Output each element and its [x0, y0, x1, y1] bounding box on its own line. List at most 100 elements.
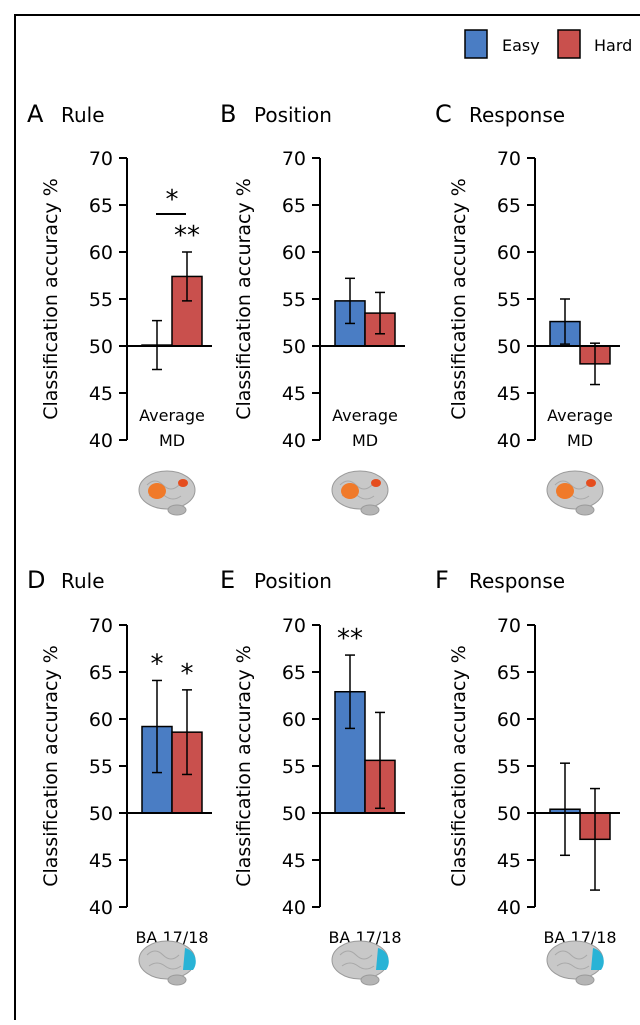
y-axis-label: Classification accuracy % [40, 645, 62, 887]
y-tick-label: 50 [89, 803, 113, 825]
y-tick-label: 40 [89, 430, 113, 452]
y-tick-label: 70 [282, 615, 306, 637]
y-tick-label: 40 [282, 430, 306, 452]
y-tick-label: 65 [89, 662, 113, 684]
y-tick-label: 50 [497, 336, 521, 358]
brain-stem [575, 504, 595, 516]
y-axis-label: Classification accuracy % [233, 178, 255, 420]
panel-title: Position [254, 103, 332, 127]
x-axis-label: BA 17/18 [328, 928, 401, 947]
y-tick-label: 65 [497, 195, 521, 217]
legend-label-easy: Easy [502, 36, 540, 55]
x-axis-label: MD [352, 431, 378, 450]
y-tick-label: 60 [89, 242, 113, 264]
y-tick-label: 65 [89, 195, 113, 217]
x-axis-label: Average [332, 406, 398, 425]
panel-letter: D [27, 566, 45, 594]
significance-marker: * [151, 649, 164, 679]
brain-stem [360, 504, 380, 516]
y-tick-label: 65 [282, 195, 306, 217]
brain-region-parietal [586, 479, 596, 487]
y-tick-label: 55 [282, 756, 306, 778]
panel-c: C Response Classification accuracy % 40 45 50… [435, 100, 620, 516]
brain-region-occipital [591, 948, 604, 970]
y-tick-label: 50 [497, 803, 521, 825]
y-tick-label: 55 [282, 289, 306, 311]
figure-frame [14, 14, 640, 1020]
y-tick-label: 45 [89, 850, 113, 872]
x-axis-label: BA 17/18 [135, 928, 208, 947]
y-tick-label: 50 [282, 336, 306, 358]
y-tick-label: 70 [497, 615, 521, 637]
panel-title: Position [254, 569, 332, 593]
y-tick-label: 45 [89, 383, 113, 405]
y-axis-label: Classification accuracy % [448, 178, 470, 420]
y-tick-label: 40 [282, 897, 306, 919]
x-axis-label: BA 17/18 [543, 928, 616, 947]
panel-letter: F [435, 566, 449, 594]
brain-stem [360, 974, 380, 986]
y-tick-label: 40 [497, 897, 521, 919]
y-tick-label: 55 [497, 289, 521, 311]
y-tick-label: 50 [89, 336, 113, 358]
y-tick-label: 50 [282, 803, 306, 825]
panel-e: E Position Classification accuracy % 40 45 50… [220, 566, 405, 986]
brain-region-occipital [376, 948, 389, 970]
brain-icon [138, 470, 196, 516]
brain-icon [331, 470, 389, 516]
y-tick-label: 45 [282, 383, 306, 405]
significance-marker: * [181, 659, 194, 689]
brain-stem [167, 504, 187, 516]
panel-title: Rule [61, 569, 105, 593]
y-tick-label: 70 [282, 148, 306, 170]
y-tick-label: 70 [89, 148, 113, 170]
legend-swatch-hard [557, 29, 581, 59]
panel-letter: C [435, 100, 452, 128]
y-tick-label: 70 [89, 615, 113, 637]
panel-letter: B [220, 100, 236, 128]
significance-marker: ** [337, 624, 363, 654]
y-tick-label: 60 [497, 242, 521, 264]
y-axis-label: Classification accuracy % [233, 645, 255, 887]
legend-swatch-easy [464, 29, 488, 59]
y-tick-label: 40 [89, 897, 113, 919]
brain-stem [167, 974, 187, 986]
y-tick-label: 60 [282, 242, 306, 264]
panel-letter: A [27, 100, 44, 128]
pair-significance-marker: * [166, 185, 179, 215]
brain-icon [331, 940, 389, 986]
x-axis-label: MD [567, 431, 593, 450]
y-tick-label: 65 [497, 662, 521, 684]
brain-folds [554, 950, 590, 970]
x-axis-label: MD [159, 431, 185, 450]
brain-region-parietal [371, 479, 381, 487]
legend-label-hard: Hard [594, 36, 632, 55]
y-tick-label: 70 [497, 148, 521, 170]
y-axis-label: Classification accuracy % [448, 645, 470, 887]
y-tick-label: 45 [497, 850, 521, 872]
y-tick-label: 65 [282, 662, 306, 684]
y-axis-label: Classification accuracy % [40, 178, 62, 420]
panel-d: D Rule Classification accuracy % 40 45 50 55 60… [27, 566, 212, 986]
brain-icon [546, 940, 604, 986]
brain-stem [575, 974, 595, 986]
brain-region-occipital [183, 948, 196, 970]
panel-title: Response [469, 569, 565, 593]
y-tick-label: 45 [282, 850, 306, 872]
panels: A Rule Classification accuracy % 40 45 50 55 60… [27, 100, 620, 986]
y-tick-label: 60 [282, 709, 306, 731]
brain-folds [339, 950, 375, 970]
panel-title: Response [469, 103, 565, 127]
y-tick-label: 55 [497, 756, 521, 778]
brain-folds [146, 950, 182, 970]
significance-marker: ** [174, 221, 200, 251]
y-tick-label: 60 [89, 709, 113, 731]
x-axis-label: Average [139, 406, 205, 425]
panel-title: Rule [61, 103, 105, 127]
y-tick-label: 55 [89, 756, 113, 778]
brain-icon [138, 940, 196, 986]
panel-letter: E [220, 566, 235, 594]
brain-region-frontal [341, 483, 359, 499]
